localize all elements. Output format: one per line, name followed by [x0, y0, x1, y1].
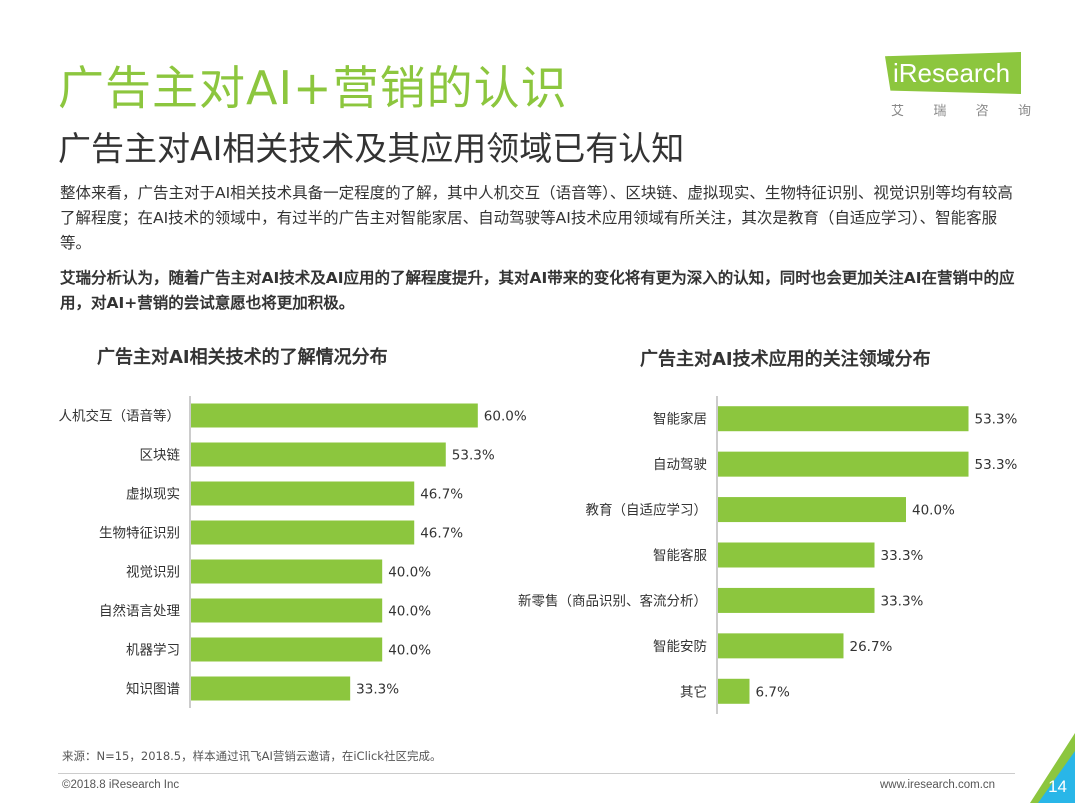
- bar-tech: [191, 676, 351, 701]
- bar-app: [718, 542, 875, 568]
- value-label-tech: 40.0%: [388, 643, 431, 659]
- value-label-app: 53.3%: [975, 412, 1018, 428]
- value-label-tech: 40.0%: [388, 565, 431, 581]
- category-label-tech: 生物特征识别: [99, 526, 180, 542]
- category-label-tech: 人机交互（语音等）: [59, 408, 181, 425]
- category-label-tech: 区块链: [140, 448, 181, 464]
- analysis-paragraph: 艾瑞分析认为，随着广告主对AI技术及AI应用的了解程度提升，其对AI带来的变化将…: [60, 269, 1015, 312]
- value-label-tech: 46.7%: [420, 526, 463, 542]
- logo-char: 瑞: [933, 104, 947, 119]
- category-label-app: 新零售（商品识别、客流分析）: [518, 592, 707, 609]
- page-title: 广告主对AI+营销的认识: [58, 61, 568, 115]
- bar-app: [718, 587, 875, 613]
- value-label-app: 40.0%: [912, 503, 955, 519]
- logo-wordmark: iResearch: [885, 52, 1021, 94]
- chart-title-application-focus: 广告主对AI技术应用的关注领域分布: [640, 349, 931, 370]
- bar-app: [718, 678, 750, 704]
- category-label-tech: 知识图谱: [126, 681, 180, 698]
- logo-char: 艾: [891, 104, 905, 119]
- bar-tech: [191, 403, 478, 428]
- chart-title-tech-awareness: 广告主对AI相关技术的了解情况分布: [97, 347, 388, 368]
- bar-tech: [191, 442, 446, 467]
- bar-app: [718, 497, 906, 523]
- bar-tech: [191, 481, 415, 506]
- category-label-app: 其它: [680, 683, 707, 700]
- value-label-tech: 40.0%: [388, 604, 431, 620]
- category-label-app: 自动驾驶: [653, 457, 707, 473]
- value-label-tech: 46.7%: [420, 487, 463, 503]
- value-label-app: 26.7%: [849, 639, 892, 655]
- value-label-tech: 33.3%: [356, 682, 399, 698]
- bar-tech: [191, 559, 383, 584]
- category-label-app: 教育（自适应学习）: [586, 502, 708, 519]
- category-label-tech: 自然语言处理: [99, 603, 180, 620]
- website-link[interactable]: www.iresearch.com.cn: [880, 779, 996, 791]
- value-label-tech: 53.3%: [452, 448, 495, 464]
- page-subtitle: 广告主对AI相关技术及其应用领域已有认知: [58, 129, 685, 168]
- iresearch-logo: iResearch 艾 瑞 咨 询: [885, 52, 1035, 122]
- category-label-tech: 虚拟现实: [126, 487, 180, 503]
- logo-char: 询: [1017, 104, 1031, 119]
- summary-paragraph: 整体来看，广告主对于AI相关技术具备一定程度的了解，其中人机交互（语音等）、区块…: [60, 184, 1013, 252]
- bar-app: [718, 406, 969, 432]
- source-note: 来源：N=15，2018.5，样本通过讯飞AI营销云邀请，在iClick社区完成…: [62, 749, 442, 763]
- footer-divider: [58, 773, 1015, 774]
- bar-tech: [191, 520, 415, 545]
- bar-tech: [191, 637, 383, 662]
- value-label-app: 33.3%: [881, 593, 924, 609]
- category-label-tech: 机器学习: [126, 643, 180, 659]
- value-label-app: 33.3%: [881, 548, 924, 564]
- bar-tech: [191, 598, 383, 623]
- corner-triangle-icon: [1030, 733, 1075, 803]
- category-label-app: 智能安防: [653, 639, 707, 655]
- value-label-tech: 60.0%: [484, 409, 527, 425]
- bar-app: [718, 451, 969, 477]
- value-label-app: 53.3%: [975, 457, 1018, 473]
- logo-chinese-text: 艾 瑞 咨 询: [891, 100, 1031, 119]
- logo-char: 咨: [975, 104, 989, 119]
- category-label-app: 智能客服: [653, 547, 707, 564]
- value-label-app: 6.7%: [755, 684, 789, 700]
- category-label-app: 智能家居: [653, 411, 707, 428]
- page-number: 14: [1048, 777, 1067, 796]
- page-corner-decoration: 14: [1030, 733, 1075, 803]
- bar-app: [718, 633, 844, 659]
- category-label-tech: 视觉识别: [126, 565, 180, 581]
- copyright-text: ©2018.8 iResearch Inc: [62, 779, 180, 791]
